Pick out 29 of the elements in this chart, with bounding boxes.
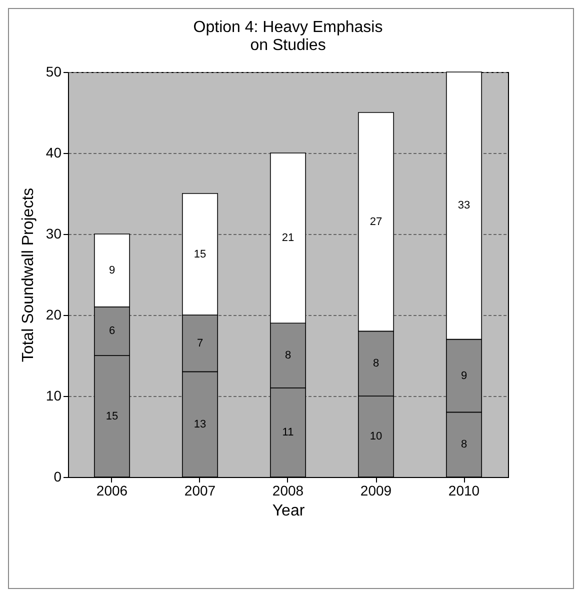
x-tick-label: 2009 xyxy=(360,482,392,498)
data-label: 33 xyxy=(458,200,470,212)
y-tick-label: 10 xyxy=(46,388,62,404)
data-label: 21 xyxy=(282,232,294,244)
x-tick-label: 2008 xyxy=(272,482,304,498)
y-tick-label: 0 xyxy=(54,468,62,484)
data-label: 9 xyxy=(108,264,116,276)
data-label: 15 xyxy=(194,248,206,260)
data-label: 7 xyxy=(196,337,204,350)
data-label: 13 xyxy=(194,418,206,430)
x-axis-title: Year xyxy=(272,502,306,520)
y-tick-label: 20 xyxy=(46,306,62,322)
data-label: 9 xyxy=(460,370,468,382)
y-tick-label: 40 xyxy=(46,144,62,160)
data-label: 8 xyxy=(460,438,468,451)
y-tick-label: 30 xyxy=(46,226,62,242)
x-tick-label: 2007 xyxy=(184,482,216,498)
data-label: 6 xyxy=(108,325,116,338)
data-label: 8 xyxy=(372,358,380,370)
y-tick-label: 50 xyxy=(46,64,62,80)
x-tick-label: 2010 xyxy=(448,482,480,498)
x-tick-label: 2006 xyxy=(96,482,128,498)
chart-title: Option 4: Heavy Emphasis on Studies xyxy=(193,19,383,54)
y-axis-title: Total Soundwall Projects xyxy=(20,188,37,362)
data-label: 27 xyxy=(370,216,382,228)
data-label: 11 xyxy=(282,426,294,438)
data-label: 10 xyxy=(370,430,382,442)
data-label: 15 xyxy=(106,410,118,422)
data-label: 8 xyxy=(284,350,292,362)
